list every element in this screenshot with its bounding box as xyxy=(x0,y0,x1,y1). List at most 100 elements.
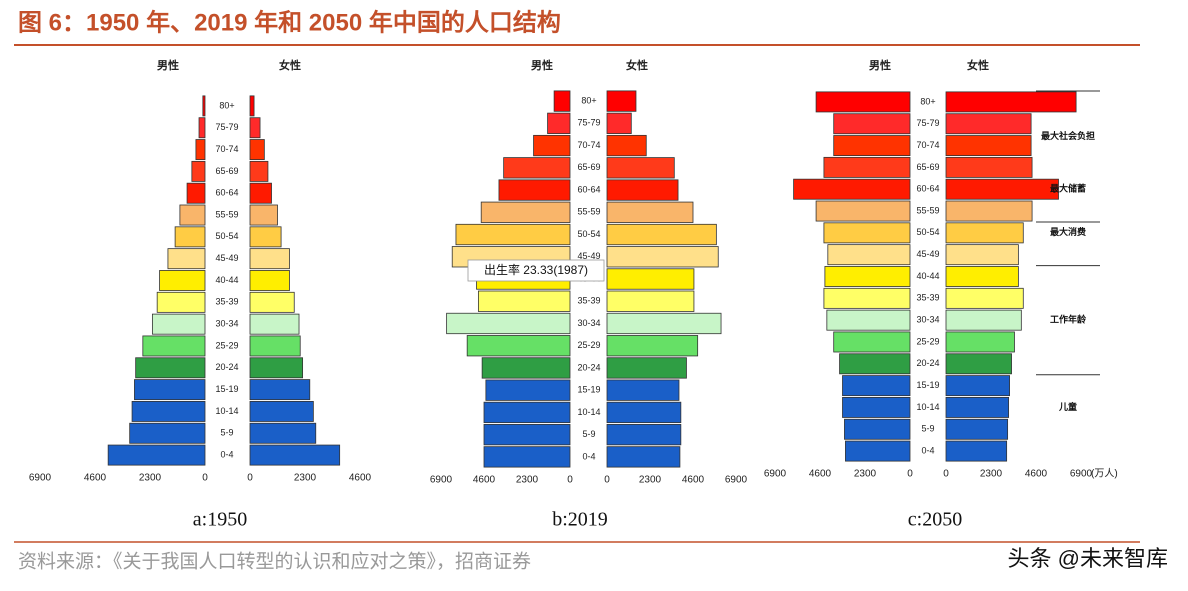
bar-male xyxy=(195,139,206,160)
bar-female xyxy=(945,353,1012,375)
bar-male xyxy=(827,244,911,266)
bar-male xyxy=(159,270,206,291)
bar-male xyxy=(174,226,206,248)
age-label: 30-34 xyxy=(215,319,238,329)
age-label: 20-24 xyxy=(215,362,238,372)
bar-female xyxy=(249,291,295,313)
bar-male xyxy=(481,357,571,379)
bar-female xyxy=(606,201,694,223)
x-tick-label: 6900 xyxy=(430,475,453,486)
bar-male xyxy=(186,182,206,204)
age-label: 5-9 xyxy=(921,424,934,434)
bar-female xyxy=(945,113,1032,135)
age-label: 40-44 xyxy=(215,275,238,285)
age-label: 65-69 xyxy=(577,162,600,172)
bar-female xyxy=(249,226,282,248)
annotation: 工作年龄 xyxy=(1050,314,1087,325)
bar-female xyxy=(945,156,1033,178)
bar-female xyxy=(606,246,719,268)
bar-female xyxy=(249,313,300,335)
age-label: 20-24 xyxy=(916,358,939,368)
bar-male xyxy=(844,418,911,440)
bar-female xyxy=(606,112,632,134)
series-header: 女性 xyxy=(967,58,989,72)
bar-male xyxy=(191,160,206,182)
x-tick-label: 4600 xyxy=(809,469,832,480)
age-label: 55-59 xyxy=(577,207,600,217)
age-label: 35-39 xyxy=(916,293,939,303)
bar-female xyxy=(945,287,1024,309)
bar-female xyxy=(606,179,679,201)
bar-female xyxy=(945,200,1033,222)
annotation: 儿童 xyxy=(1058,401,1077,412)
bar-female xyxy=(249,204,278,226)
age-label: 45-49 xyxy=(577,251,600,261)
bar-male xyxy=(533,134,571,157)
bar-female xyxy=(249,139,265,160)
age-label: 10-14 xyxy=(916,402,939,412)
x-tick-label: 2300 xyxy=(854,469,877,480)
bar-female xyxy=(606,157,675,179)
bar-male xyxy=(485,379,571,401)
x-tick-label: 2300 xyxy=(516,475,539,486)
bar-female xyxy=(606,446,681,468)
bar-female xyxy=(606,357,687,379)
x-tick-label: 4600 xyxy=(682,475,705,486)
bar-male xyxy=(156,291,206,313)
bar-male xyxy=(134,379,206,401)
bar-female xyxy=(249,117,261,139)
age-label: 15-19 xyxy=(916,380,939,390)
age-label: 50-54 xyxy=(215,231,238,241)
bar-female xyxy=(945,397,1010,418)
bar-male xyxy=(455,223,571,246)
bar-male xyxy=(833,331,911,353)
bar-male xyxy=(503,157,571,179)
bar-male xyxy=(466,335,571,357)
bar-male xyxy=(824,266,911,287)
chart-caption: a:1950 xyxy=(193,509,247,531)
age-label: 70-74 xyxy=(215,144,238,154)
age-label: 5-9 xyxy=(220,428,233,438)
x-tick-label: 4600 xyxy=(349,473,372,484)
annotation: 最大社会负担 xyxy=(1041,130,1095,141)
bar-female xyxy=(606,90,637,112)
bar-male xyxy=(131,401,206,422)
bar-female xyxy=(249,401,314,422)
age-label: 10-14 xyxy=(215,406,238,416)
bar-male xyxy=(477,290,571,312)
bar-female xyxy=(249,95,255,117)
bar-male xyxy=(498,179,571,201)
bar-male xyxy=(823,222,911,244)
bar-male xyxy=(179,204,206,226)
bar-female xyxy=(249,335,301,357)
age-label: 75-79 xyxy=(577,118,600,128)
bar-male xyxy=(815,91,911,113)
figure-title: 图 6：1950 年、2019 年和 2050 年中国的人口结构 xyxy=(18,8,561,36)
x-tick-label: 0 xyxy=(202,473,208,484)
bar-male xyxy=(842,397,911,418)
bar-male xyxy=(547,112,571,134)
bar-female xyxy=(249,444,341,466)
age-label: 75-79 xyxy=(916,118,939,128)
age-label: 10-14 xyxy=(577,407,600,417)
x-tick-label: 6900 xyxy=(764,469,787,480)
bar-female xyxy=(249,379,311,401)
bar-male xyxy=(553,90,571,112)
age-label: 35-39 xyxy=(577,296,600,306)
age-label: 15-19 xyxy=(577,385,600,395)
bar-male xyxy=(483,401,571,424)
x-tick-label: 2300 xyxy=(980,469,1003,480)
annotation: 最大储蓄 xyxy=(1050,183,1086,194)
x-tick-label: 4600 xyxy=(1025,469,1048,480)
bar-male xyxy=(107,444,206,466)
bar-female xyxy=(606,424,682,446)
source: 资料来源：《关于我国人口转型的认识和应对之策》，招商证券 xyxy=(18,550,531,572)
bar-male xyxy=(842,375,911,397)
bar-female xyxy=(945,178,1059,200)
age-label: 65-69 xyxy=(916,162,939,172)
age-label: 0-4 xyxy=(582,451,595,461)
bar-male xyxy=(129,422,206,444)
bar-male xyxy=(833,113,911,135)
age-label: 20-24 xyxy=(577,362,600,372)
bar-male xyxy=(151,313,206,335)
